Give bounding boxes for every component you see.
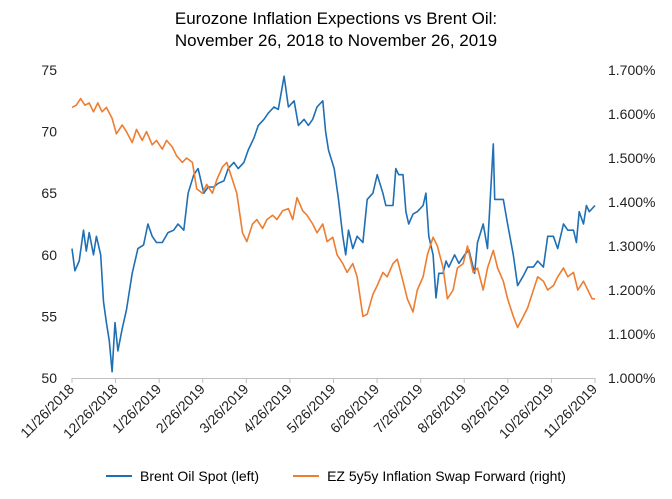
legend-item-brent: Brent Oil Spot (left) <box>106 468 259 484</box>
y-left-tick-label: 75 <box>41 62 57 78</box>
legend-label-brent: Brent Oil Spot (left) <box>140 468 260 484</box>
legend-label-swap: EZ 5y5y Inflation Swap Forward (right) <box>327 468 566 484</box>
y-right-tick-label: 1.000% <box>608 370 655 386</box>
legend: Brent Oil Spot (left) EZ 5y5y Inflation … <box>0 464 672 488</box>
y-left-tick-label: 60 <box>41 247 57 263</box>
chart-title: Eurozone Inflation Expections vs Brent O… <box>0 8 672 52</box>
y-left-tick-label: 50 <box>41 370 57 386</box>
y-left-tick-label: 65 <box>41 185 57 201</box>
chart-title-line-1: Eurozone Inflation Expections vs Brent O… <box>174 9 498 28</box>
legend-swatch-swap <box>293 475 320 477</box>
inflation-swap-line <box>71 97 595 329</box>
brent-oil-line <box>71 75 596 373</box>
y-left-tick-label: 70 <box>41 124 57 140</box>
chart-title-line-2: November 26, 2018 to November 26, 2019 <box>174 31 498 50</box>
legend-swatch-brent <box>106 475 133 477</box>
series-lines <box>71 75 596 373</box>
y-right-tick-label: 1.400% <box>608 194 655 210</box>
y-right-tick-label: 1.600% <box>608 106 655 122</box>
y-right-tick-label: 1.200% <box>608 282 655 298</box>
legend-item-swap: EZ 5y5y Inflation Swap Forward (right) <box>293 468 566 484</box>
y-left-tick-label: 55 <box>41 308 57 324</box>
y-right-tick-label: 1.100% <box>608 326 655 342</box>
y-right-tick-label: 1.700% <box>608 62 655 78</box>
y-right-tick-label: 1.500% <box>608 150 655 166</box>
y-right-tick-label: 1.300% <box>608 238 655 254</box>
